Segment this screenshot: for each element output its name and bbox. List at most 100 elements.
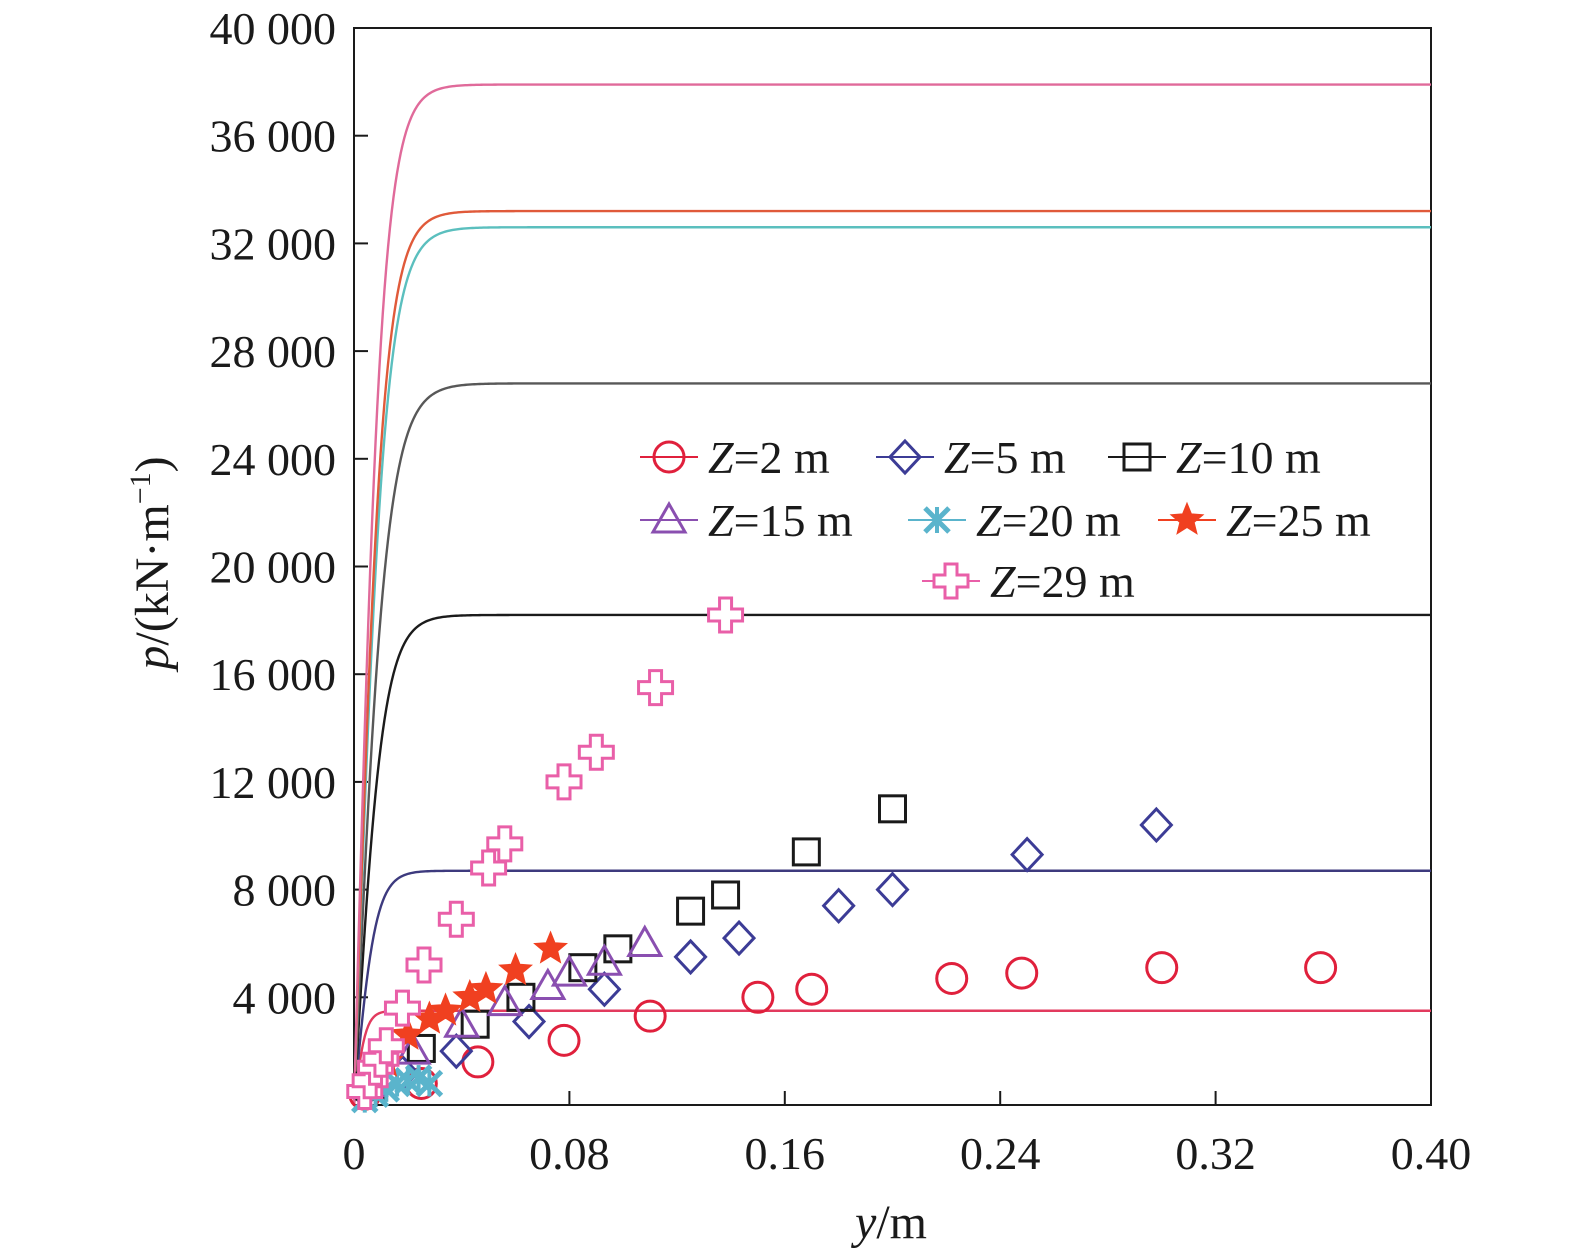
series-2 [355,794,907,1101]
y-axis-unit-close: ) [126,456,179,472]
data-point [461,1045,495,1079]
data-point [721,919,757,957]
legend-label: Z=5 m [944,432,1066,483]
legend-label-rest: =5 m [970,432,1066,483]
legend-marker [1122,442,1152,472]
fit-curve [352,613,1431,1106]
data-point [470,849,508,887]
series-0 [348,951,1338,1111]
data-point [533,930,568,964]
data-point [367,1027,405,1065]
series-6 [346,596,745,1111]
fit-curve [352,382,1431,1106]
data-point [547,1023,581,1057]
data-point [1010,836,1045,873]
x-tick-label: 0.40 [1391,1128,1472,1179]
data-point [878,794,907,824]
data-point [405,946,443,984]
y-tick-label: 32 000 [210,218,337,269]
data-point [1005,956,1039,990]
legend-label-var: Z [944,432,970,483]
legend-label-var: Z [976,495,1002,546]
data-point [711,880,741,910]
legend-item: Z=20 m [908,495,1121,546]
x-axis-title: y/m [850,1196,927,1249]
y-axis-title: p/(kN·m−1) [124,456,179,672]
data-point [673,938,708,976]
x-tick-label: 0.08 [529,1128,610,1179]
fit-curve [352,209,1431,1106]
data-point [637,669,675,707]
y-tick-label: 12 000 [210,757,337,808]
legend-label: Z=15 m [708,495,853,546]
data-point [383,989,421,1027]
data-point [439,1032,474,1070]
data-point [486,825,524,863]
legend-marker [932,562,970,600]
data-point [394,1032,432,1065]
legend-marker [650,500,688,534]
data-point [935,961,969,995]
legend-marker [887,438,923,476]
data-point [795,972,829,1006]
legend-item: Z=25 m [1158,495,1371,546]
data-point [585,943,623,976]
x-tick-label: 0 [343,1128,366,1179]
x-tick-label: 0.16 [745,1128,826,1179]
legend-label: Z=25 m [1226,495,1371,546]
data-point [633,999,667,1033]
data-point [603,934,633,964]
legend-marker [652,440,686,474]
data-point [741,980,775,1014]
data-point [486,983,524,1017]
y-tick-label: 40 000 [210,3,337,54]
y-tick-label: 28 000 [210,326,337,377]
legend-marker [923,506,951,534]
data-point [1304,951,1338,985]
legend-item: Z=2 m [640,432,830,483]
y-tick-label: 24 000 [210,434,337,485]
plot-frame [353,27,1432,1106]
data-point [791,837,821,867]
legend-label-rest: =25 m [1252,495,1371,546]
legend-label-var: Z [1226,495,1252,546]
data-point [498,952,533,986]
y-axis-var: p [126,646,179,673]
data-point [545,763,583,801]
y-axis-unit: /(kN·m [126,504,179,645]
legend-label-var: Z [1176,432,1202,483]
y-tick-label: 16 000 [210,649,337,700]
fit-curve [352,83,1431,1106]
x-axis-var: y [850,1196,877,1249]
data-point [587,971,622,1008]
data-point [406,1033,436,1063]
data-point [428,992,463,1026]
data-point [707,596,745,634]
data-point [821,887,856,924]
y-tick-label: 8 000 [233,865,337,916]
data-point [511,1003,547,1040]
y-tick-label: 20 000 [210,542,337,593]
data-point [875,871,910,908]
legend-label-rest: =2 m [734,432,830,483]
legend-item: Z=29 m [922,556,1135,607]
legend-item: Z=5 m [876,432,1066,483]
legend-label-rest: =10 m [1202,432,1321,483]
series-1 [347,806,1174,1110]
legend-label: Z=20 m [976,495,1121,546]
legend-label-var: Z [708,432,734,483]
legend-marker [1169,501,1205,535]
data-point [676,896,706,926]
data-point [1139,806,1174,844]
legend-label-var: Z [990,556,1016,607]
legend-label-rest: =15 m [734,495,853,546]
legend-label-rest: =29 m [1016,556,1135,607]
x-axis-unit: /m [876,1196,927,1249]
data-point [468,970,504,1005]
data-point [626,924,664,957]
legend-label-var: Z [708,495,734,546]
legend-label: Z=2 m [708,432,830,483]
legend-label: Z=29 m [990,556,1135,607]
